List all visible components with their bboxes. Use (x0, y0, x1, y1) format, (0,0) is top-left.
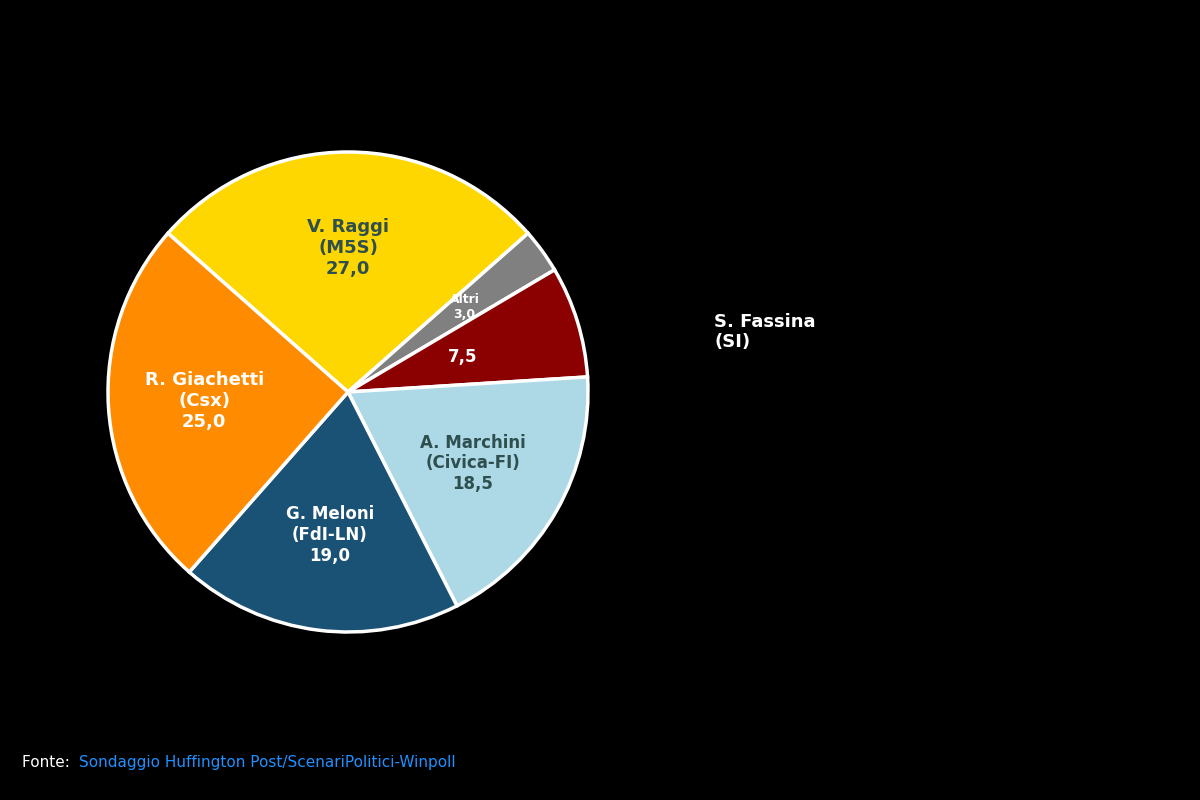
Wedge shape (348, 234, 554, 392)
Text: Fonte:: Fonte: (22, 754, 74, 770)
Text: 7,5: 7,5 (448, 348, 478, 366)
Wedge shape (168, 152, 528, 392)
Text: S. Fassina
(SI): S. Fassina (SI) (714, 313, 816, 351)
Text: G. Meloni
(FdI-LN)
19,0: G. Meloni (FdI-LN) 19,0 (286, 505, 374, 565)
Text: Sondaggio Huffington Post/ScenariPolitici-Winpoll: Sondaggio Huffington Post/ScenariPolitic… (79, 754, 456, 770)
Wedge shape (108, 234, 348, 572)
Wedge shape (348, 270, 588, 392)
Text: V. Raggi
(M5S)
27,0: V. Raggi (M5S) 27,0 (307, 218, 389, 278)
Text: A. Marchini
(Civica-FI)
18,5: A. Marchini (Civica-FI) 18,5 (420, 434, 526, 493)
Wedge shape (190, 392, 457, 632)
Wedge shape (348, 377, 588, 606)
Text: R. Giachetti
(Csx)
25,0: R. Giachetti (Csx) 25,0 (145, 371, 264, 431)
Text: Altri
3,0: Altri 3,0 (450, 294, 480, 322)
